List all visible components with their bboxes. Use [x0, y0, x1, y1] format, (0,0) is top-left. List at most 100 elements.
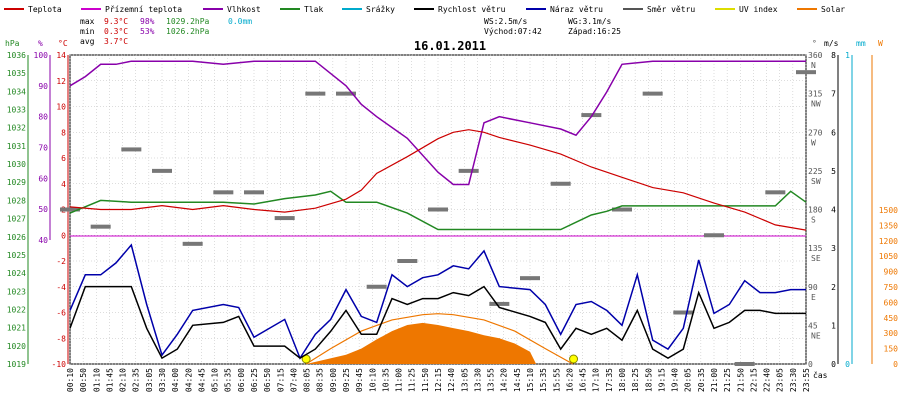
wind-dir-mark-1	[90, 224, 111, 229]
stat-rain: 0.0mm	[228, 17, 252, 26]
solar-max-line	[305, 313, 574, 365]
time-tick-18: 08:05	[303, 368, 312, 392]
time-tick-31: 13:30	[473, 368, 482, 392]
time-tick-12: 05:35	[224, 368, 233, 392]
wind-speed-line	[69, 285, 806, 360]
time-tick-54: 23:05	[776, 368, 785, 392]
hpa-tick-3: 1033	[7, 106, 26, 115]
stat-sunset: Západ:16:25	[568, 27, 621, 36]
dir-tick-5: 135	[808, 244, 823, 253]
hpa-tick-17: 1019	[7, 360, 26, 369]
stat-avg-temp: 3.7°C	[104, 37, 128, 46]
time-tick-44: 18:50	[644, 368, 653, 392]
legend-label-7: Směr větru	[647, 5, 695, 14]
ms-tick-3: 5	[831, 167, 836, 176]
w-tick-4: 900	[884, 268, 899, 277]
stat-min-hum: 53%	[140, 27, 155, 36]
wind-dir-mark-12	[428, 207, 448, 212]
ms-tick-5: 3	[831, 244, 836, 253]
time-tick-38: 16:20	[565, 368, 574, 392]
time-tick-55: 23:30	[789, 368, 798, 392]
time-tick-29: 12:40	[447, 368, 456, 392]
pressure-line	[69, 190, 807, 231]
dir-label-6: E	[811, 293, 816, 302]
dir-tick-2: 270	[808, 128, 823, 137]
ms-unit: m/s	[824, 39, 839, 48]
hpa-tick-11: 1025	[7, 251, 26, 260]
time-tick-30: 13:05	[460, 368, 469, 392]
stat-wg: WG:3.1m/s	[568, 17, 612, 26]
time-tick-22: 09:45	[355, 368, 364, 392]
hpa-tick-9: 1027	[7, 215, 26, 224]
wind-dir-mark-4	[182, 241, 203, 246]
time-tick-25: 11:00	[395, 368, 404, 392]
time-tick-33: 14:20	[500, 368, 509, 392]
time-tick-26: 11:25	[408, 368, 417, 392]
mm-unit: mm	[856, 39, 866, 48]
wind-dir-mark-9	[336, 91, 356, 96]
dir-tick-0: 360	[808, 51, 823, 60]
legend-label-6: Náraz větru	[550, 5, 603, 14]
stat-max-hum: 98%	[140, 17, 155, 26]
deg-unit: °	[812, 39, 817, 48]
solar-area	[306, 322, 537, 364]
temp-tick-3: 8	[61, 128, 66, 137]
time-tick-5: 02:35	[132, 368, 141, 392]
temp-tick-4: 6	[61, 154, 66, 163]
time-tick-17: 07:40	[289, 368, 298, 392]
dir-tick-8: 0	[808, 360, 813, 369]
temperature-line	[69, 129, 807, 231]
gust-line	[69, 243, 806, 360]
legend-label-3: Tlak	[304, 5, 323, 14]
hpa-tick-5: 1031	[7, 142, 26, 151]
w-tick-8: 300	[884, 329, 899, 338]
pct-tick-2: 80	[38, 113, 48, 122]
ms-tick-2: 6	[831, 128, 836, 137]
time-tick-47: 20:05	[684, 368, 693, 392]
temp-tick-9: -4	[56, 283, 66, 292]
w-tick-0: 1500	[879, 206, 898, 215]
dir-tick-1: 315	[808, 90, 823, 99]
time-tick-9: 04:20	[184, 368, 193, 392]
time-tick-23: 10:10	[368, 368, 377, 392]
time-tick-56: 23:55	[802, 368, 811, 392]
w-tick-10: 0	[893, 360, 898, 369]
time-tick-34: 14:45	[513, 368, 522, 392]
dir-label-4: S	[811, 216, 816, 225]
time-tick-11: 05:10	[211, 368, 220, 392]
temp-tick-12: -10	[52, 360, 67, 369]
hpa-tick-15: 1021	[7, 324, 26, 333]
time-tick-46: 19:40	[671, 368, 680, 392]
pct-tick-6: 40	[38, 236, 48, 245]
dir-tick-6: 90	[808, 283, 818, 292]
legend-label-5: Rychlost větru	[438, 5, 506, 14]
pct-tick-4: 60	[38, 174, 48, 183]
dir-tick-4: 180	[808, 206, 823, 215]
hpa-tick-13: 1023	[7, 287, 26, 296]
chart-title: 16.01.2011	[414, 39, 486, 53]
pct-tick-1: 90	[38, 82, 48, 91]
time-tick-8: 04:00	[171, 368, 180, 392]
time-tick-7: 03:30	[158, 368, 167, 392]
time-tick-21: 09:25	[342, 368, 351, 392]
w-tick-1: 1350	[879, 221, 898, 230]
wind-dir-mark-14	[489, 301, 510, 306]
w-tick-7: 450	[884, 314, 899, 323]
mm-tick-1: 0	[845, 360, 850, 369]
w-tick-2: 1200	[879, 237, 898, 246]
wind-dir-mark-5	[213, 190, 234, 195]
time-tick-41: 17:35	[605, 368, 614, 392]
stat-ws: WS:2.5m/s	[484, 17, 528, 26]
legend-label-8: UV index	[739, 5, 778, 14]
hpa-tick-16: 1020	[7, 342, 26, 351]
hpa-tick-1: 1035	[7, 69, 26, 78]
temp-tick-10: -6	[56, 309, 66, 318]
pct-tick-3: 70	[38, 144, 48, 153]
time-tick-6: 03:05	[145, 368, 154, 392]
hpa-tick-4: 1032	[7, 124, 26, 133]
hpa-tick-7: 1029	[7, 178, 26, 187]
dir-tick-3: 225	[808, 167, 823, 176]
time-tick-52: 22:15	[749, 368, 758, 392]
temp-tick-5: 4	[61, 180, 66, 189]
temp-tick-2: 10	[56, 103, 66, 112]
